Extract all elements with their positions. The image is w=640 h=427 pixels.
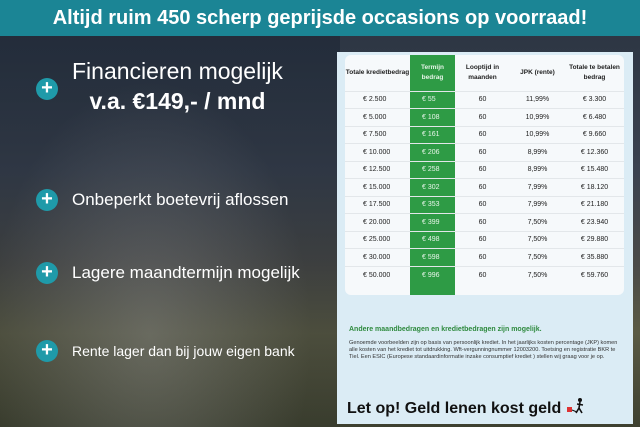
table-cell: € 20.000 bbox=[345, 213, 410, 231]
table-cell: € 2.500 bbox=[345, 90, 410, 109]
table-row: € 30.000 € 598 60 7,50% € 35.880 bbox=[345, 248, 624, 266]
plus-circle-icon: + bbox=[36, 78, 58, 100]
warning-label: Let op! Geld lenen kost geld bbox=[347, 400, 562, 417]
table-cell: € 598 bbox=[410, 248, 455, 266]
table-row: € 50.000 € 996 60 7,50% € 59.760 bbox=[345, 265, 624, 284]
table-row: € 12.500 € 258 60 8,99% € 15.480 bbox=[345, 160, 624, 179]
table-row: € 7.500 € 161 60 10,99% € 9.660 bbox=[345, 125, 624, 144]
table-cell: 60 bbox=[455, 160, 510, 179]
table-cell: € 3.300 bbox=[565, 90, 624, 109]
table-cell: 7,50% bbox=[510, 265, 565, 284]
table-cell: € 17.500 bbox=[345, 195, 410, 214]
table-cell: 60 bbox=[455, 230, 510, 249]
table-cell: 60 bbox=[455, 90, 510, 109]
table-cell: 8,99% bbox=[510, 143, 565, 161]
table-cell: € 30.000 bbox=[345, 248, 410, 266]
table-cell: 60 bbox=[455, 178, 510, 196]
table-cell: 60 bbox=[455, 248, 510, 266]
table-cell: 7,50% bbox=[510, 230, 565, 249]
person-with-ball-and-chain-icon bbox=[566, 398, 583, 414]
plus-circle-icon: + bbox=[36, 189, 58, 211]
table-cell: € 258 bbox=[410, 160, 455, 179]
note-text: Genoemde voorbeelden zijn op basis van p… bbox=[349, 340, 618, 360]
table-cell: 7,99% bbox=[510, 195, 565, 214]
table-cell: € 18.120 bbox=[565, 178, 624, 196]
table-cell: € 9.660 bbox=[565, 125, 624, 144]
table-cell: € 29.880 bbox=[565, 230, 624, 249]
table-cell: € 302 bbox=[410, 178, 455, 196]
table-cell: 60 bbox=[455, 143, 510, 161]
finance-table-card: Totale kredietbedrag Termijn bedrag Loop… bbox=[345, 55, 624, 295]
table-row: € 20.000 € 399 60 7,50% € 23.940 bbox=[345, 213, 624, 231]
table-cell: € 10.000 bbox=[345, 143, 410, 161]
table-cell: € 5.000 bbox=[345, 108, 410, 126]
table-cell: € 108 bbox=[410, 108, 455, 126]
table-cell: € 59.760 bbox=[565, 265, 624, 284]
table-row: € 25.000 € 498 60 7,50% € 29.880 bbox=[345, 230, 624, 249]
table-cell: 7,50% bbox=[510, 248, 565, 266]
table-cell: 10,99% bbox=[510, 108, 565, 126]
table-cell: € 15.480 bbox=[565, 160, 624, 179]
table-cell: 7,50% bbox=[510, 213, 565, 231]
table-cell: € 21.180 bbox=[565, 195, 624, 214]
header-cell: Totale te betalen bedrag bbox=[569, 63, 620, 81]
table-cell: € 996 bbox=[410, 265, 455, 284]
table-cell: € 161 bbox=[410, 125, 455, 144]
table-row: € 5.000 € 108 60 10,99% € 6.480 bbox=[345, 108, 624, 126]
table-header: Totale kredietbedrag Termijn bedrag Loop… bbox=[345, 55, 624, 91]
top-banner: Altijd ruim 450 scherp geprijsde occasio… bbox=[0, 0, 640, 36]
feature-financing: + Financieren mogelijk v.a. €149,- / mnd bbox=[36, 58, 283, 118]
feature-text: Rente lager dan bij jouw eigen bank bbox=[72, 343, 295, 359]
table-cell: € 12.500 bbox=[345, 160, 410, 179]
table-cell: € 12.360 bbox=[565, 143, 624, 161]
warning-text: Let op! Geld lenen kost geld bbox=[347, 397, 586, 419]
feature-item: + Rente lager dan bij jouw eigen bank bbox=[36, 340, 295, 362]
table-cell: € 55 bbox=[410, 90, 455, 109]
table-cell: € 399 bbox=[410, 213, 455, 231]
table-row: € 17.500 € 353 60 7,99% € 21.180 bbox=[345, 195, 624, 214]
feature-text: Lagere maandtermijn mogelijk bbox=[72, 263, 300, 282]
financing-title: Financieren mogelijk bbox=[72, 58, 283, 84]
table-cell: € 15.000 bbox=[345, 178, 410, 196]
table-row: € 15.000 € 302 60 7,99% € 18.120 bbox=[345, 178, 624, 196]
table-cell: € 7.500 bbox=[345, 125, 410, 144]
finance-panel: Totale kredietbedrag Termijn bedrag Loop… bbox=[337, 52, 633, 424]
feature-item: + Lagere maandtermijn mogelijk bbox=[36, 262, 300, 284]
table-cell: 60 bbox=[455, 125, 510, 144]
table-cell: € 206 bbox=[410, 143, 455, 161]
table-cell: 10,99% bbox=[510, 125, 565, 144]
plus-circle-icon: + bbox=[36, 340, 58, 362]
table-cell: € 35.880 bbox=[565, 248, 624, 266]
note-heading: Andere maandbedragen en kredietbedragen … bbox=[349, 326, 542, 333]
table-row: € 2.500 € 55 60 11,99% € 3.300 bbox=[345, 90, 624, 109]
finance-table: Totale kredietbedrag Termijn bedrag Loop… bbox=[345, 55, 624, 284]
table-cell: 7,99% bbox=[510, 178, 565, 196]
header-cell: Termijn bedrag bbox=[421, 63, 444, 81]
feature-text: Onbeperkt boetevrij aflossen bbox=[72, 190, 289, 209]
header-cell: JPK (rente) bbox=[520, 68, 555, 76]
plus-circle-icon: + bbox=[36, 262, 58, 284]
table-cell: € 50.000 bbox=[345, 265, 410, 284]
table-cell: 60 bbox=[455, 265, 510, 284]
table-cell: 60 bbox=[455, 195, 510, 214]
table-row: € 10.000 € 206 60 8,99% € 12.360 bbox=[345, 143, 624, 161]
table-cell: 60 bbox=[455, 108, 510, 126]
table-cell: € 498 bbox=[410, 230, 455, 249]
header-cell: Totale kredietbedrag bbox=[345, 68, 410, 76]
table-cell: € 6.480 bbox=[565, 108, 624, 126]
table-cell: € 23.940 bbox=[565, 213, 624, 231]
background-photo bbox=[0, 36, 340, 427]
feature-item: + Onbeperkt boetevrij aflossen bbox=[36, 189, 288, 211]
table-cell: 60 bbox=[455, 213, 510, 231]
table-cell: 11,99% bbox=[510, 90, 565, 109]
financing-price: v.a. €149,- / mnd bbox=[89, 88, 266, 114]
table-cell: 8,99% bbox=[510, 160, 565, 179]
table-cell: € 25.000 bbox=[345, 230, 410, 249]
header-cell: Looptijd in maanden bbox=[465, 63, 500, 81]
table-cell: € 353 bbox=[410, 195, 455, 214]
